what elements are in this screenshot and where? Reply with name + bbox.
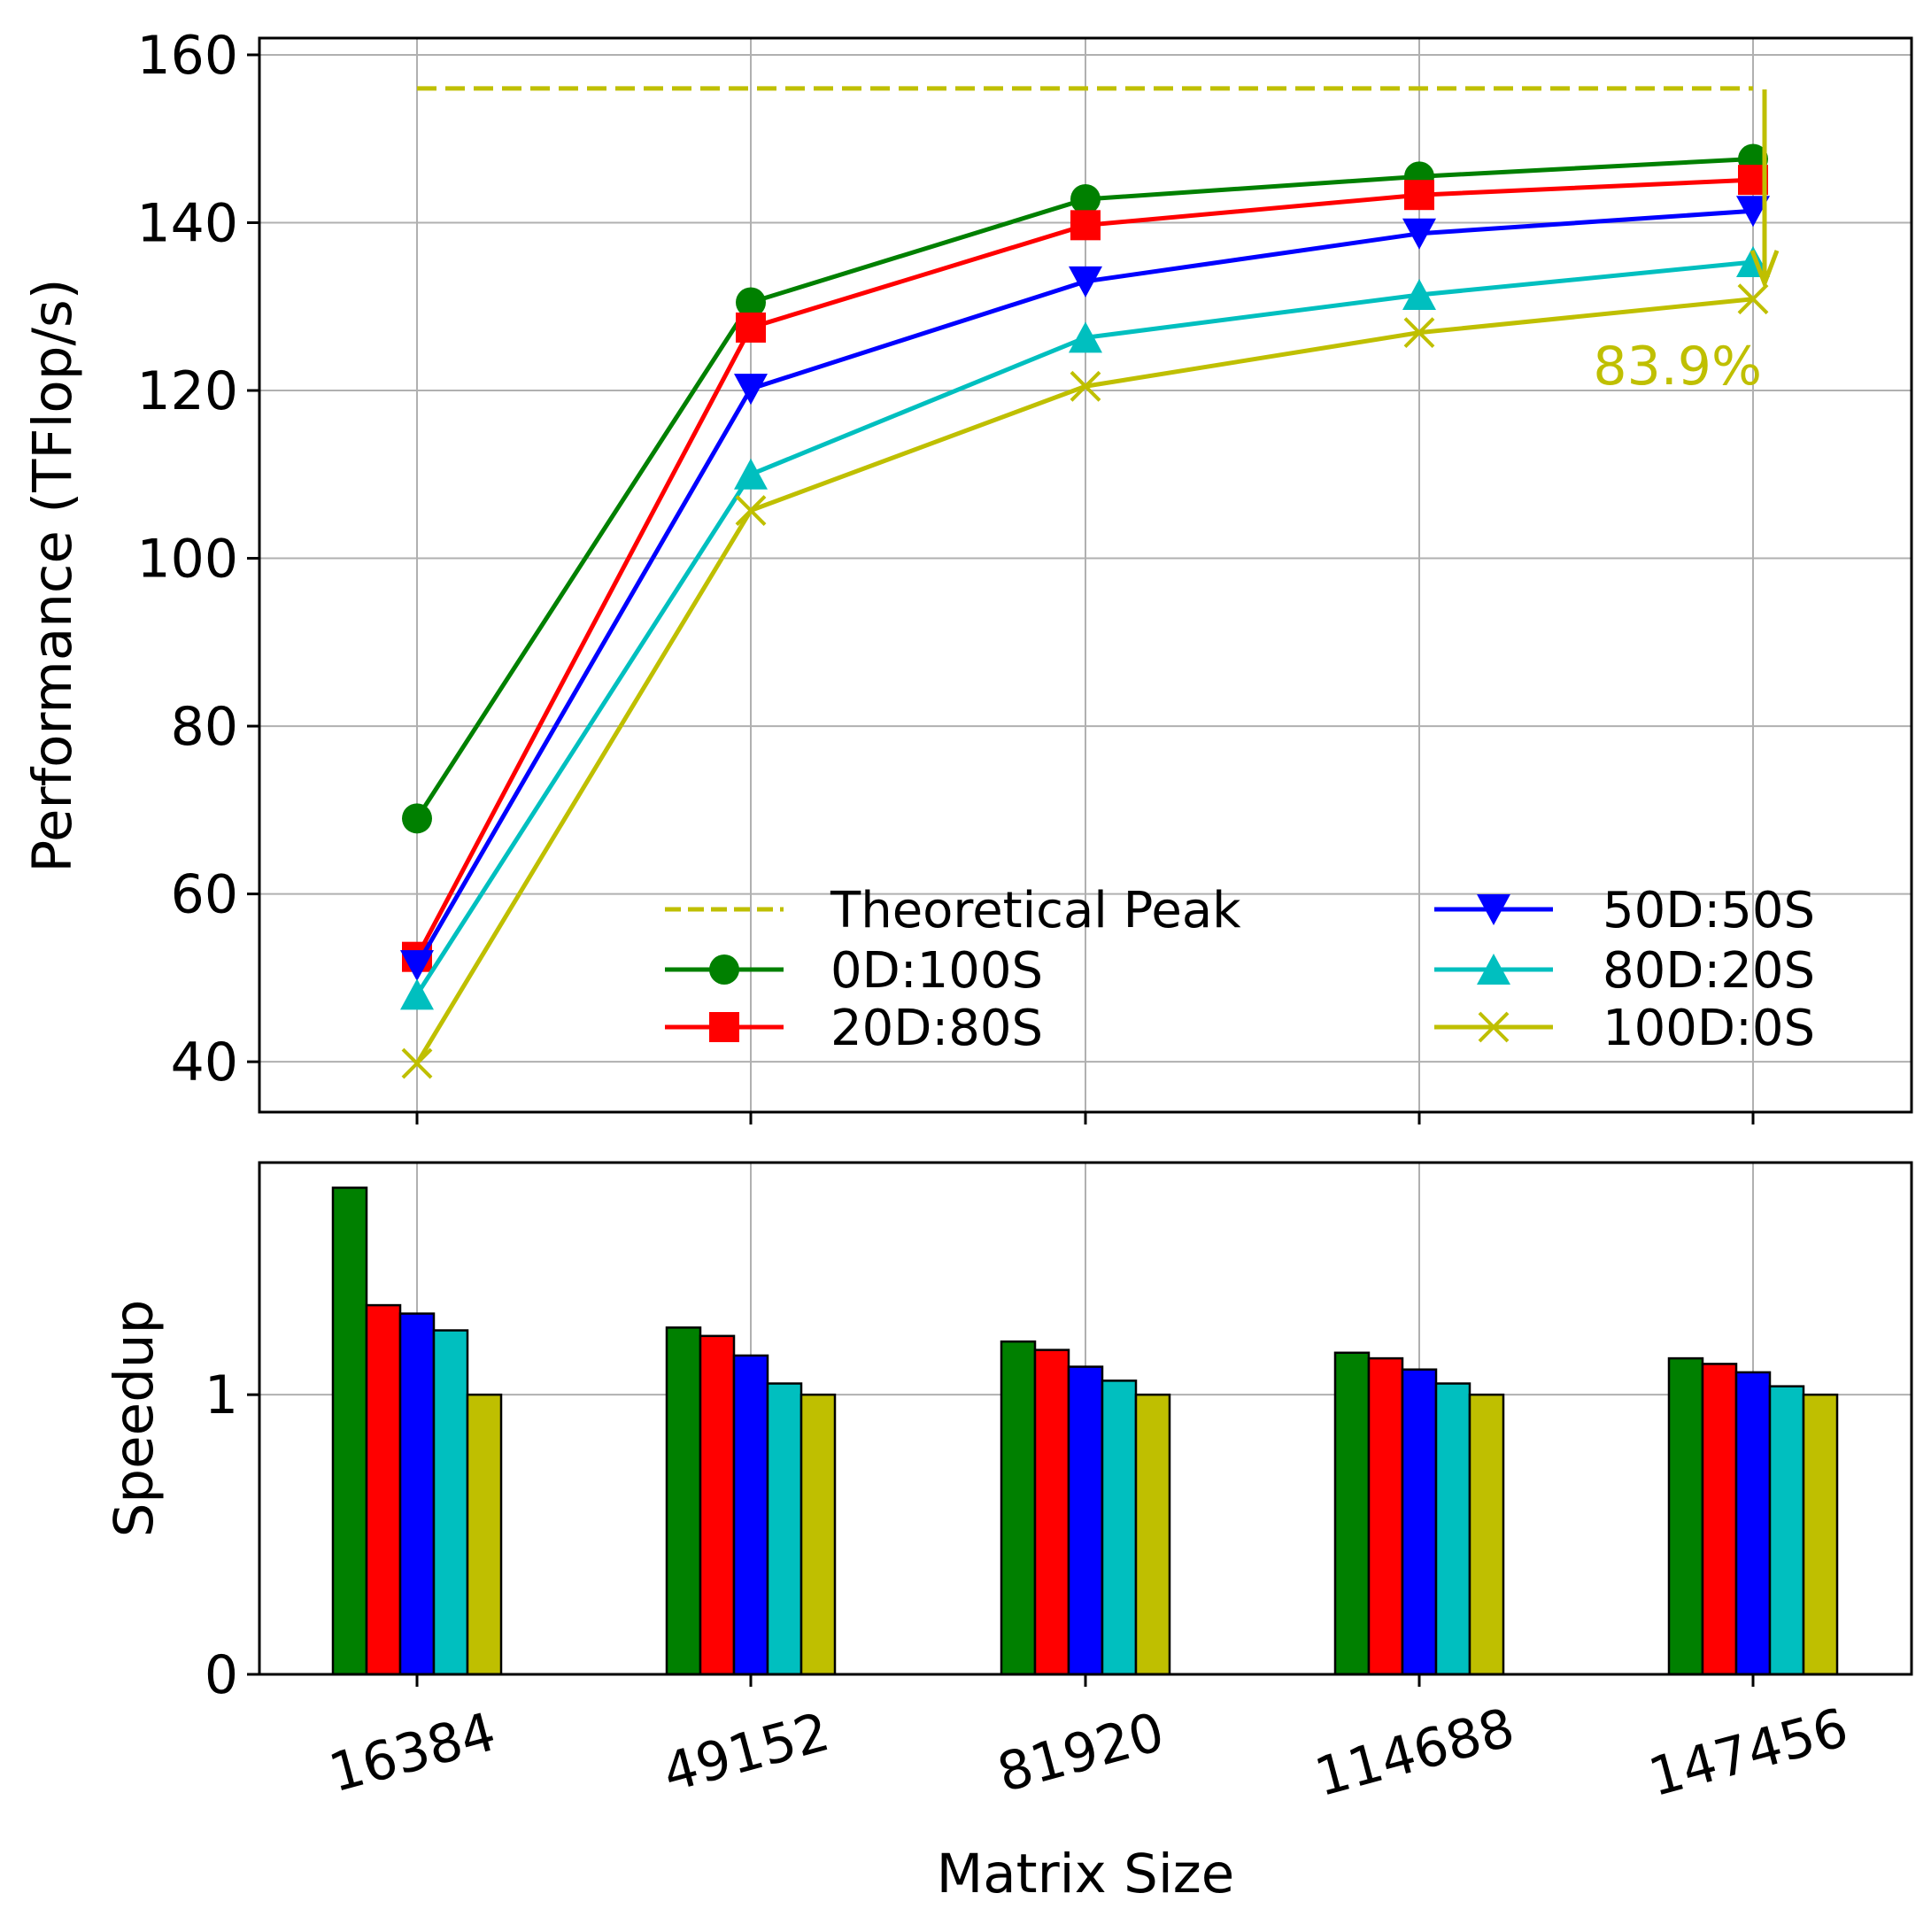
peak-annotation: 83.9%	[1593, 89, 1780, 398]
legend-marker-80d-20s	[1477, 954, 1510, 985]
point-0d-100s-49152	[736, 287, 766, 318]
legend-label-100d-0s: 100D:0S	[1603, 1000, 1815, 1057]
bar-100d-0s-81920	[1134, 1393, 1171, 1676]
legend-marker-100d-0s	[1478, 1011, 1510, 1043]
legend-marker-0d-100s	[709, 954, 739, 985]
x-axis-label: Matrix Size	[937, 1843, 1235, 1905]
bar-100d-0s-114688	[1468, 1393, 1505, 1676]
point-20d-80s-49152	[736, 312, 766, 343]
performance-y-axis: 40 60 80 100 120 140 160	[136, 25, 259, 1094]
legend-entry-80d-20s: 80D:20S	[1434, 942, 1815, 1000]
perf-y-tick-label-80: 80	[171, 696, 238, 758]
point-50d-50s-81920	[1069, 266, 1102, 298]
legend-entry-100d-0s: 100D:0S	[1434, 1000, 1815, 1057]
bar-20d-80s-147456	[1701, 1363, 1738, 1676]
bar-0d-100s-147456	[1667, 1356, 1704, 1676]
speedup-y-axis: 01	[205, 1364, 259, 1706]
bar-50d-50s-81920	[1067, 1365, 1104, 1676]
perf-y-tick-label-140: 140	[136, 192, 238, 254]
point-80d-20s-49152	[734, 458, 768, 490]
bar-0d-100s-16384	[331, 1186, 368, 1676]
point-50d-50s-114688	[1402, 218, 1436, 250]
bar-80d-20s-147456	[1768, 1385, 1805, 1676]
legend-marker-20d-80s	[709, 1012, 739, 1042]
speedup-y-axis-label: Speedup	[103, 1300, 166, 1538]
bar-50d-50s-16384	[398, 1312, 436, 1676]
bar-80d-20s-49152	[766, 1382, 803, 1676]
legend-label-50d-50s: 50D:50S	[1603, 882, 1815, 939]
legend-label-80d-20s: 80D:20S	[1603, 942, 1815, 1000]
bar-50d-50s-114688	[1401, 1368, 1438, 1676]
peak-annotation-arrow-head	[1749, 250, 1780, 290]
point-0d-100s-81920	[1070, 183, 1101, 214]
perf-y-tick-label-40: 40	[171, 1032, 238, 1094]
legend-entry-theoretical-peak: Theoretical Peak	[665, 882, 1241, 939]
bar-80d-20s-16384	[432, 1329, 469, 1676]
point-100d-0s-49152	[735, 495, 767, 526]
perf-y-tick-label-60: 60	[171, 864, 238, 926]
performance-grid	[259, 38, 1912, 1112]
legend-entry-20d-80s: 20D:80S	[665, 1000, 1043, 1057]
speedup-plot-area	[331, 1186, 1839, 1676]
point-100d-0s-81920	[1070, 370, 1101, 402]
point-100d-0s-16384	[401, 1047, 433, 1079]
point-100d-0s-147456	[1737, 283, 1769, 315]
performance-plot-area	[400, 86, 1770, 1079]
bar-20d-80s-16384	[365, 1303, 402, 1676]
point-50d-50s-147456	[1736, 196, 1770, 228]
point-80d-20s-16384	[400, 978, 434, 1010]
bar-50d-50s-147456	[1734, 1371, 1772, 1676]
legend-label-theoretical-peak: Theoretical Peak	[830, 882, 1241, 939]
speedup-y-tick-label-0: 0	[205, 1644, 238, 1706]
legend-marker-50d-50s	[1477, 894, 1510, 925]
perf-y-tick-label-160: 160	[136, 25, 238, 87]
point-100d-0s-114688	[1403, 317, 1435, 349]
legend-label-20d-80s: 20D:80S	[830, 1000, 1043, 1057]
bar-20d-80s-81920	[1033, 1349, 1070, 1676]
bar-100d-0s-49152	[799, 1393, 837, 1676]
legend-label-0d-100s: 0D:100S	[830, 942, 1043, 1000]
perf-y-tick-label-100: 100	[136, 529, 238, 591]
bar-0d-100s-114688	[1333, 1351, 1371, 1676]
point-80d-20s-81920	[1069, 321, 1102, 353]
speedup-y-tick-label-1: 1	[205, 1364, 238, 1426]
bar-20d-80s-49152	[699, 1334, 736, 1676]
bar-0d-100s-81920	[1000, 1340, 1037, 1676]
point-80d-20s-114688	[1402, 278, 1436, 310]
bar-80d-20s-81920	[1101, 1379, 1138, 1676]
point-20d-80s-114688	[1404, 180, 1434, 211]
bar-20d-80s-114688	[1367, 1356, 1404, 1676]
bar-100d-0s-147456	[1802, 1393, 1839, 1676]
bar-0d-100s-49152	[665, 1326, 702, 1676]
peak-annotation-label: 83.9%	[1593, 336, 1762, 398]
point-50d-50s-16384	[400, 950, 434, 982]
legend-entry-0d-100s: 0D:100S	[665, 942, 1043, 1000]
point-0d-100s-16384	[402, 803, 432, 834]
point-50d-50s-49152	[734, 374, 768, 406]
legend-entry-50d-50s: 50D:50S	[1434, 882, 1815, 939]
performance-legend: Theoretical Peak 0D:100S 20D:80S 50D:50S…	[665, 882, 1815, 1057]
bar-100d-0s-16384	[466, 1393, 503, 1676]
point-20d-80s-81920	[1070, 210, 1101, 241]
bar-50d-50s-49152	[732, 1354, 769, 1676]
bar-80d-20s-114688	[1434, 1382, 1471, 1676]
perf-y-tick-label-120: 120	[136, 360, 238, 422]
performance-y-axis-label: Performance (TFlop/s)	[21, 278, 84, 872]
